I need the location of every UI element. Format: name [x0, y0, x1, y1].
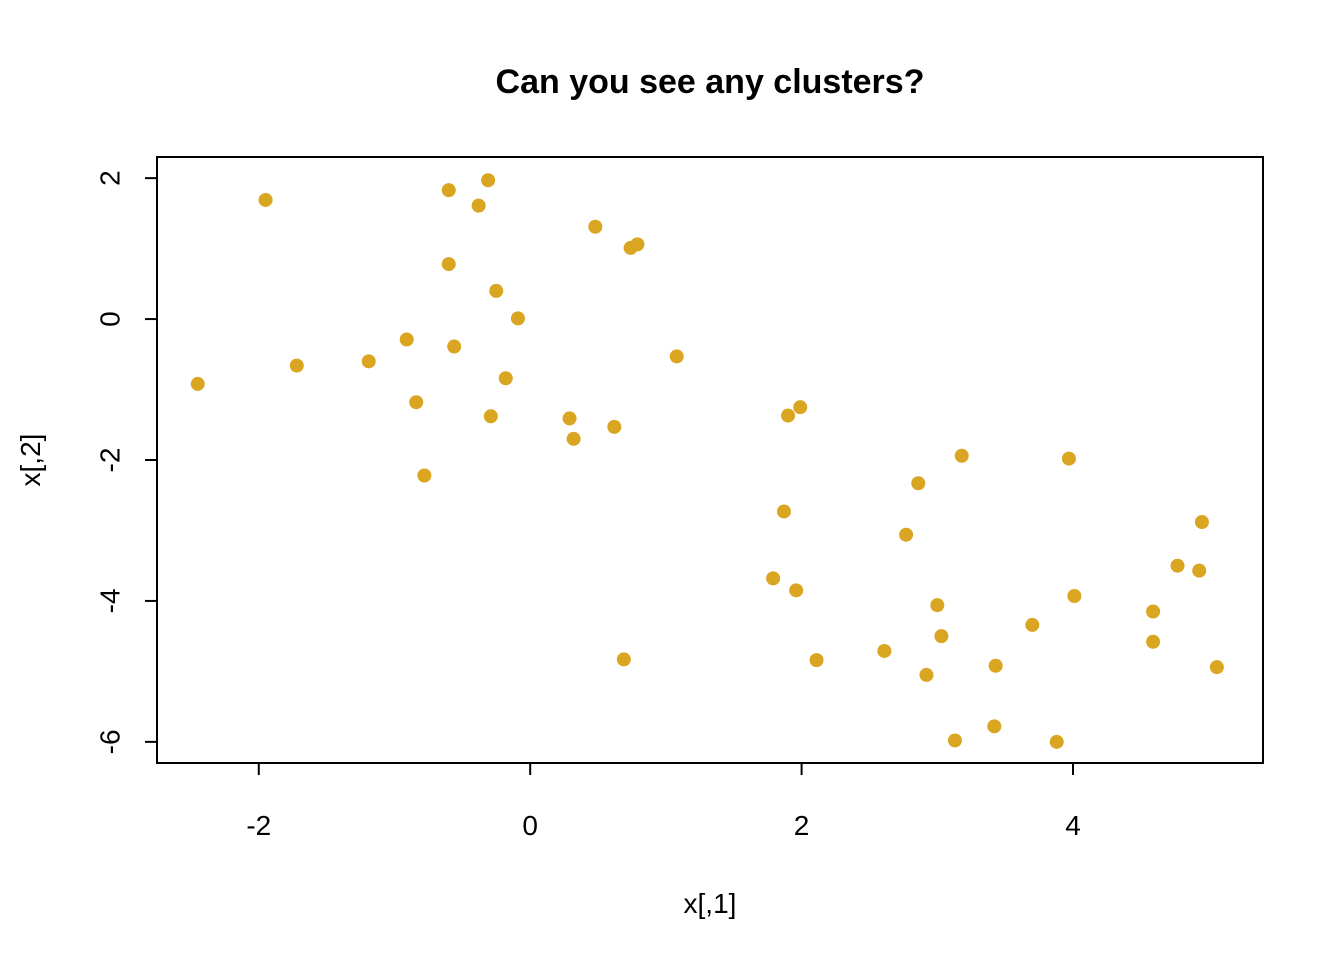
data-point [190, 376, 205, 391]
data-point [766, 571, 781, 586]
data-point [607, 419, 622, 434]
data-points [190, 173, 1224, 749]
data-point [258, 192, 273, 207]
data-point [616, 652, 631, 667]
data-point [399, 332, 414, 347]
data-point [471, 198, 486, 213]
data-point [1194, 515, 1209, 530]
x-tick-label: 4 [1065, 810, 1081, 841]
data-point [789, 583, 804, 598]
y-tick-label: -6 [95, 729, 126, 754]
data-point [987, 719, 1002, 734]
plot-frame [156, 156, 1264, 764]
data-point [1061, 451, 1076, 466]
y-axis-label: x[,2] [15, 434, 46, 487]
data-point [988, 658, 1003, 673]
data-point [566, 431, 581, 446]
data-point [1170, 558, 1185, 573]
data-point [930, 598, 945, 613]
x-tick-label: 2 [794, 810, 810, 841]
data-point [481, 173, 496, 188]
data-point [483, 409, 498, 424]
data-point [669, 349, 684, 364]
data-point [911, 476, 926, 491]
x-tick-label: -2 [246, 810, 271, 841]
y-tick-label: -4 [95, 588, 126, 613]
data-point [1146, 634, 1161, 649]
data-point [919, 667, 934, 682]
x-axis: -2 0 2 4 [246, 762, 1081, 841]
x-axis-label: x[,1] [684, 888, 737, 919]
data-point [409, 395, 424, 410]
data-point [877, 643, 892, 658]
data-point [441, 257, 456, 272]
data-point [441, 183, 456, 198]
data-point [361, 354, 376, 369]
data-point [1146, 604, 1161, 619]
data-point [776, 504, 791, 519]
y-tick-label: 2 [95, 170, 126, 186]
y-tick-label: 0 [95, 311, 126, 327]
data-point [899, 527, 914, 542]
data-point [934, 629, 949, 644]
data-point [1067, 588, 1082, 603]
data-point [809, 653, 824, 668]
chart-title: Can you see any clusters? [496, 63, 925, 101]
data-point [947, 733, 962, 748]
y-axis: -6 -4 -2 0 2 [95, 170, 158, 754]
data-point [781, 408, 796, 423]
data-point [793, 400, 808, 415]
data-point [630, 237, 645, 252]
data-point [954, 448, 969, 463]
data-point [562, 411, 577, 426]
data-point [489, 283, 504, 298]
data-point [1192, 563, 1207, 578]
x-tick-label: 0 [522, 810, 538, 841]
data-point [1025, 617, 1040, 632]
data-point [447, 339, 462, 354]
data-point [498, 371, 513, 386]
data-point [588, 219, 603, 234]
data-point [417, 468, 432, 483]
data-point [289, 358, 304, 373]
data-point [1209, 660, 1224, 675]
data-point [510, 311, 525, 326]
y-tick-label: -2 [95, 448, 126, 473]
data-point [1049, 734, 1064, 749]
